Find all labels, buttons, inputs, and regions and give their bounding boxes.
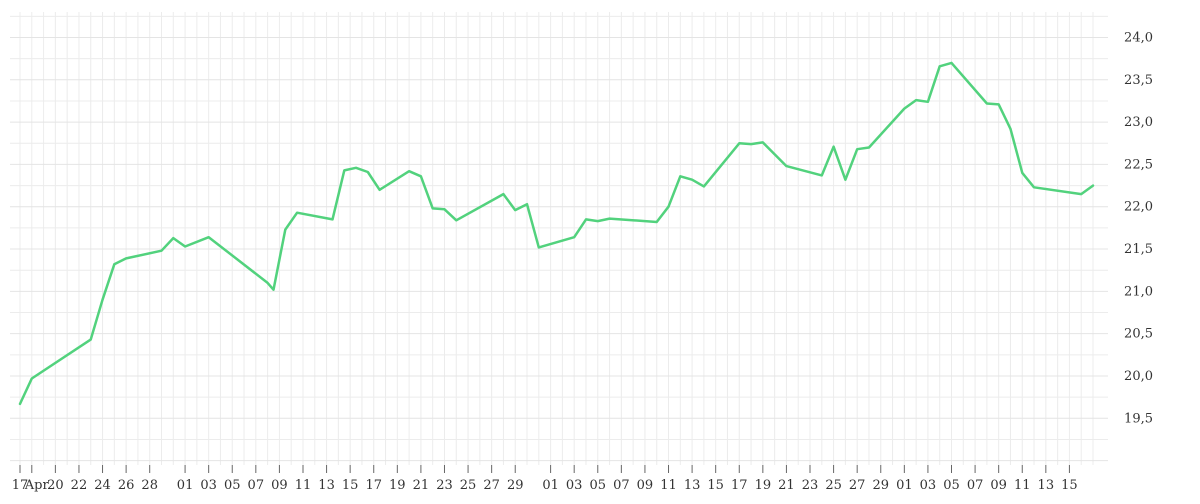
x-tick-label: 17 bbox=[12, 478, 29, 493]
x-tick-label: 24 bbox=[94, 478, 111, 493]
x-tick-label: 29 bbox=[872, 478, 889, 493]
x-tick-label: 15 bbox=[707, 478, 724, 493]
y-tick-label: 21,5 bbox=[1124, 242, 1153, 257]
y-tick-label: 20,0 bbox=[1124, 369, 1153, 384]
x-tick-label: 21 bbox=[413, 478, 430, 493]
x-tick-label: 13 bbox=[318, 478, 335, 493]
x-tick-label: 28 bbox=[141, 478, 158, 493]
y-tick-label: 22,0 bbox=[1124, 200, 1153, 215]
series-line bbox=[18, 61, 1095, 406]
x-tick-label: 01 bbox=[542, 478, 559, 493]
x-tick-label: 23 bbox=[436, 478, 453, 493]
x-tick-label: 05 bbox=[589, 478, 606, 493]
x-tick-label: 11 bbox=[660, 478, 677, 493]
x-tick-label: Apr bbox=[24, 478, 50, 493]
x-tick-label: 05 bbox=[224, 478, 241, 493]
x-tick-label: 01 bbox=[896, 478, 913, 493]
y-tick-label: 19,5 bbox=[1124, 411, 1153, 426]
grid-layer bbox=[10, 12, 1108, 465]
x-tick-label: 01 bbox=[177, 478, 194, 493]
x-tick-label: 19 bbox=[755, 478, 772, 493]
x-tick-label: 29 bbox=[507, 478, 524, 493]
x-tick-label: 03 bbox=[920, 478, 937, 493]
x-tick-label: 03 bbox=[566, 478, 583, 493]
x-tick-label: 17 bbox=[731, 478, 748, 493]
y-tick-label: 24,0 bbox=[1124, 31, 1153, 46]
y-tick-label: 20,5 bbox=[1124, 327, 1153, 342]
y-tick-label: 23,0 bbox=[1124, 115, 1153, 130]
y-tick-label: 22,5 bbox=[1124, 157, 1153, 172]
x-tick-label: 07 bbox=[248, 478, 265, 493]
x-tick-label: 26 bbox=[118, 478, 135, 493]
y-tick-label: 21,0 bbox=[1124, 284, 1153, 299]
x-tick-label: 23 bbox=[802, 478, 819, 493]
x-tick-label: 15 bbox=[1061, 478, 1078, 493]
x-tick-label: 27 bbox=[483, 478, 500, 493]
x-tick-label: 09 bbox=[990, 478, 1007, 493]
x-tick-label: 05 bbox=[943, 478, 960, 493]
x-tick-label: 11 bbox=[1014, 478, 1031, 493]
series-layer bbox=[18, 61, 1095, 406]
x-tick-label: 07 bbox=[613, 478, 630, 493]
x-tick-label: 21 bbox=[778, 478, 795, 493]
x-tick-label: 25 bbox=[460, 478, 477, 493]
x-tick-label: 25 bbox=[825, 478, 842, 493]
x-tick-label: 27 bbox=[849, 478, 866, 493]
x-tick-label: 09 bbox=[271, 478, 288, 493]
x-tick-label: 13 bbox=[684, 478, 701, 493]
x-tick-label: 11 bbox=[295, 478, 312, 493]
y-axis: 24,0 23,5 23,0 22,5 22,0 21,5 21,0 20,5 20,0 19,5 bbox=[1124, 31, 1153, 427]
y-tick-label: 23,5 bbox=[1124, 73, 1153, 88]
x-tick-label: 07 bbox=[967, 478, 984, 493]
x-tick-label: 09 bbox=[637, 478, 654, 493]
x-tick-label: 20 bbox=[47, 478, 64, 493]
x-tick-label: 15 bbox=[342, 478, 359, 493]
x-tick-label: 03 bbox=[200, 478, 217, 493]
x-tick-label: 19 bbox=[389, 478, 406, 493]
x-tick-label: 22 bbox=[71, 478, 88, 493]
x-tick-label: 13 bbox=[1038, 478, 1055, 493]
x-tick-label: 17 bbox=[365, 478, 382, 493]
